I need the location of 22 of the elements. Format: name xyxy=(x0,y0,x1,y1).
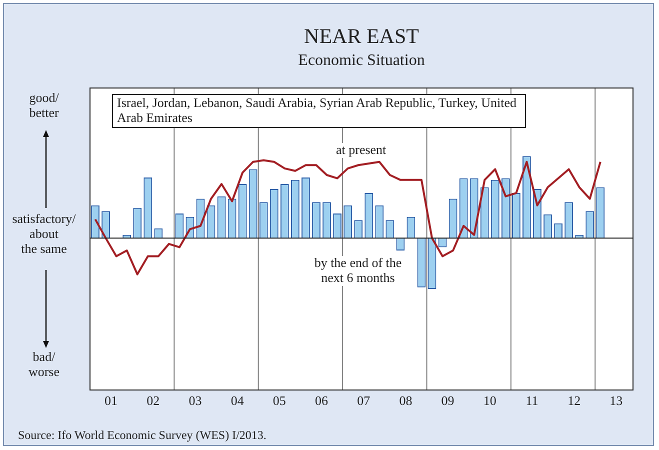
x-tick-label: 10 xyxy=(483,393,496,408)
x-tick-label: 01 xyxy=(104,393,118,408)
x-tick-label: 06 xyxy=(315,393,329,408)
x-tick-label: 04 xyxy=(230,393,244,408)
series-label: at present xyxy=(334,142,388,158)
x-tick-label: 02 xyxy=(146,393,160,408)
x-tick-label: 08 xyxy=(399,393,412,408)
x-tick-label: 09 xyxy=(441,393,454,408)
x-tick-label: 03 xyxy=(188,393,202,408)
x-tick-label: 05 xyxy=(272,393,286,408)
x-tick-label: 07 xyxy=(357,393,371,408)
text: good/ better xyxy=(28,90,60,121)
text: bad/ worse xyxy=(27,349,61,380)
text: Israel, Jordan, Lebanon, Saudi Arabia, Syrian Arab Republic, Turkey, United Arab Emirates xyxy=(112,94,526,128)
chart-title: NEAR EAST xyxy=(303,24,420,48)
chart-subtitle: Economic Situation xyxy=(297,52,426,70)
x-tick-label: 12 xyxy=(568,393,581,408)
text: satisfactory/ about the same xyxy=(11,211,77,257)
source-note: Source: Ifo World Economic Survey (WES) I/2013. xyxy=(18,428,266,443)
series-label: by the end of the next 6 months xyxy=(300,255,416,286)
x-tick-label: 11 xyxy=(526,393,538,408)
x-tick-label: 13 xyxy=(610,393,623,408)
